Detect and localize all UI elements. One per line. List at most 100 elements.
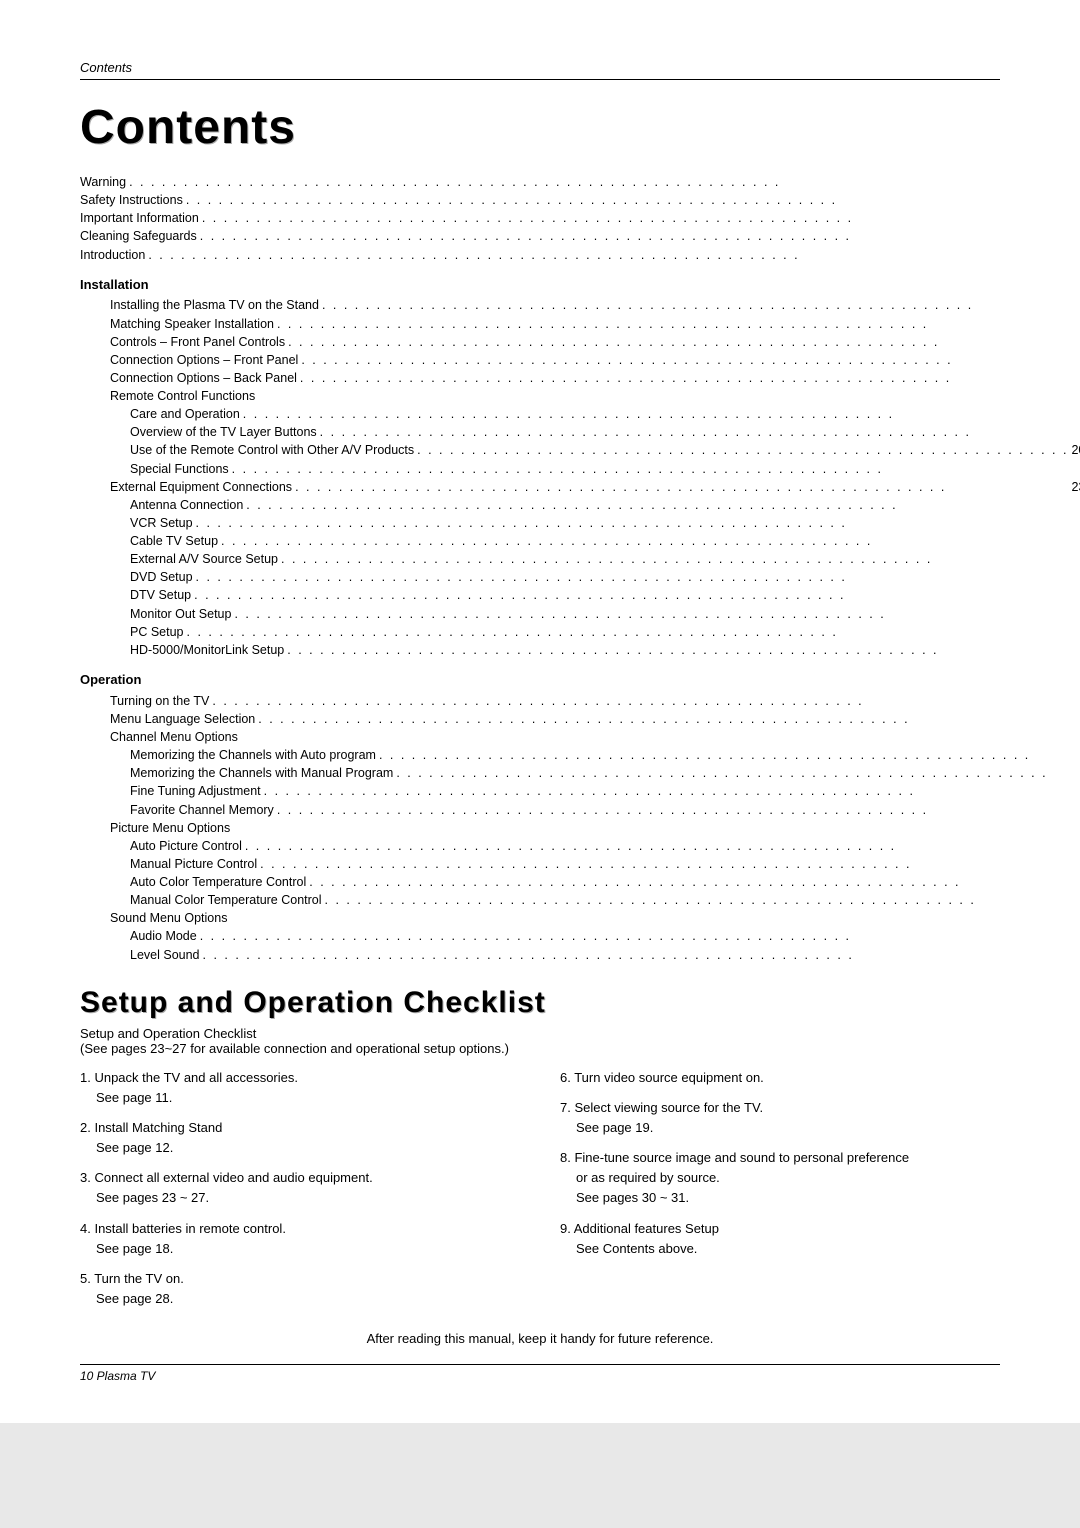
toc-entry: Auto Picture Control . . . . . . . . . .…: [80, 837, 1080, 855]
toc-entry-dots: . . . . . . . . . . . . . . . . . . . . …: [322, 296, 1080, 314]
toc-entry-dots: . . . . . . . . . . . . . . . . . . . . …: [186, 191, 1080, 209]
toc-entry: Menu Language Selection . . . . . . . . …: [80, 710, 1080, 728]
setup-subtitle: Setup and Operation Checklist (See pages…: [80, 1026, 1000, 1056]
checklist-item: 2. Install Matching StandSee page 12.: [80, 1118, 520, 1158]
toc-entry-label: Cable TV Setup: [130, 532, 218, 550]
toc-entry-dots: . . . . . . . . . . . . . . . . . . . . …: [396, 764, 1080, 782]
checklist-item-main: 6. Turn video source equipment on.: [560, 1070, 764, 1085]
toc-entry-dots: . . . . . . . . . . . . . . . . . . . . …: [309, 873, 1080, 891]
checklist-item-main: 7. Select viewing source for the TV.: [560, 1100, 763, 1115]
toc-entry-dots: . . . . . . . . . . . . . . . . . . . . …: [301, 351, 1080, 369]
toc-entry-dots: . . . . . . . . . . . . . . . . . . . . …: [200, 227, 1080, 245]
footer-page-number: 10 Plasma TV: [80, 1364, 1000, 1383]
toc-entry-label: PC Setup: [130, 623, 184, 641]
toc-entry-dots: . . . . . . . . . . . . . . . . . . . . …: [260, 855, 1080, 873]
toc-entry-label: Overview of the TV Layer Buttons: [130, 423, 317, 441]
toc-entry-label: Safety Instructions: [80, 191, 183, 209]
toc-entry-dots: . . . . . . . . . . . . . . . . . . . . …: [288, 333, 1080, 351]
toc-entry-label: External A/V Source Setup: [130, 550, 278, 568]
toc-entry-dots: . . . . . . . . . . . . . . . . . . . . …: [221, 532, 1080, 550]
toc-entry: HD-5000/MonitorLink Setup . . . . . . . …: [80, 641, 1080, 659]
toc-entry-label: Special Functions: [130, 460, 229, 478]
toc-entry-label: Favorite Channel Memory: [130, 801, 274, 819]
toc-entry-dots: . . . . . . . . . . . . . . . . . . . . …: [277, 801, 1080, 819]
toc-entry: Important Information . . . . . . . . . …: [80, 209, 1080, 227]
checklist-item-sub: See page 11.: [80, 1088, 520, 1108]
toc-entry-label: Connection Options – Back Panel: [110, 369, 297, 387]
toc-entry: Manual Picture Control . . . . . . . . .…: [80, 855, 1080, 873]
toc-entry-label: Matching Speaker Installation: [110, 315, 274, 333]
toc-entry: Manual Color Temperature Control . . . .…: [80, 891, 1080, 909]
toc-entry: Audio Mode . . . . . . . . . . . . . . .…: [80, 927, 1080, 945]
toc-entry-dots: . . . . . . . . . . . . . . . . . . . . …: [245, 837, 1080, 855]
toc-entry-label: DTV Setup: [130, 586, 191, 604]
toc-entry-dots: . . . . . . . . . . . . . . . . . . . . …: [200, 927, 1080, 945]
checklist-item-sub: See Contents above.: [560, 1239, 1000, 1259]
toc-entry-dots: . . . . . . . . . . . . . . . . . . . . …: [379, 746, 1080, 764]
checklist-item-main: 1. Unpack the TV and all accessories.: [80, 1070, 298, 1085]
toc-entry-label: Introduction: [80, 246, 145, 264]
toc-entry: Fine Tuning Adjustment . . . . . . . . .…: [80, 782, 1080, 800]
toc-entry-label: Connection Options – Front Panel: [110, 351, 298, 369]
toc-entry-dots: . . . . . . . . . . . . . . . . . . . . …: [234, 605, 1080, 623]
toc-entry-label: Audio Mode: [130, 927, 197, 945]
toc-entry-label: External Equipment Connections: [110, 478, 292, 496]
toc-entry-dots: . . . . . . . . . . . . . . . . . . . . …: [243, 405, 1080, 423]
checklist-columns: 1. Unpack the TV and all accessories. See…: [80, 1068, 1000, 1319]
toc-entry-dots: . . . . . . . . . . . . . . . . . . . . …: [196, 568, 1080, 586]
setup-title: Setup and Operation Checklist: [80, 986, 1000, 1020]
toc-entry: Favorite Channel Memory . . . . . . . . …: [80, 801, 1080, 819]
toc-entry: Connection Options – Back Panel . . . . …: [80, 369, 1080, 387]
checklist-item: 3. Connect all external video and audio …: [80, 1168, 520, 1208]
toc-entry: Memorizing the Channels with Auto progra…: [80, 746, 1080, 764]
toc-entry: Use of the Remote Control with Other A/V…: [80, 441, 1080, 459]
toc-entry: Connection Options – Front Panel . . . .…: [80, 351, 1080, 369]
toc-entry-label: Memorizing the Channels with Auto progra…: [130, 746, 376, 764]
checklist-item-main: 3. Connect all external video and audio …: [80, 1170, 373, 1185]
toc-columns: Warning . . . . . . . . . . . . . . . . …: [80, 173, 1000, 964]
toc-entry-dots: . . . . . . . . . . . . . . . . . . . . …: [129, 173, 1080, 191]
checklist-item: 8. Fine-tune source image and sound to p…: [560, 1148, 1000, 1208]
toc-entry-label: Turning on the TV: [110, 692, 209, 710]
toc-entry: Antenna Connection . . . . . . . . . . .…: [80, 496, 1080, 514]
toc-entry-dots: . . . . . . . . . . . . . . . . . . . . …: [203, 946, 1080, 964]
toc-entry-label: Sound Menu Options: [110, 909, 227, 927]
toc-entry-label: Menu Language Selection: [110, 710, 255, 728]
checklist-item: 7. Select viewing source for the TV.See …: [560, 1098, 1000, 1138]
checklist-item-main: 9. Additional features Setup: [560, 1221, 719, 1236]
toc-entry-label: HD-5000/MonitorLink Setup: [130, 641, 284, 659]
toc-entry: Controls – Front Panel Controls . . . . …: [80, 333, 1080, 351]
toc-entry: Safety Instructions . . . . . . . . . . …: [80, 191, 1080, 209]
toc-entry: Warning . . . . . . . . . . . . . . . . …: [80, 173, 1080, 191]
toc-entry-dots: . . . . . . . . . . . . . . . . . . . . …: [281, 550, 1080, 568]
toc-entry-label: Level Sound: [130, 946, 200, 964]
checklist-item: 1. Unpack the TV and all accessories. See…: [80, 1068, 520, 1108]
toc-entry: Special Functions . . . . . . . . . . . …: [80, 460, 1080, 478]
toc-entry-dots: . . . . . . . . . . . . . . . . . . . . …: [264, 782, 1080, 800]
toc-entry-label: Auto Color Temperature Control: [130, 873, 306, 891]
toc-entry-dots: . . . . . . . . . . . . . . . . . . . . …: [196, 514, 1080, 532]
toc-entry-dots: . . . . . . . . . . . . . . . . . . . . …: [202, 209, 1080, 227]
toc-entry-dots: . . . . . . . . . . . . . . . . . . . . …: [246, 496, 1080, 514]
toc-entry-label: Picture Menu Options: [110, 819, 230, 837]
toc-entry-label: Fine Tuning Adjustment: [130, 782, 261, 800]
toc-entry-label: VCR Setup: [130, 514, 193, 532]
toc-entry: Monitor Out Setup . . . . . . . . . . . …: [80, 605, 1080, 623]
toc-entry: Remote Control Functions: [80, 387, 1080, 405]
toc-entry-dots: . . . . . . . . . . . . . . . . . . . . …: [295, 478, 1068, 496]
toc-entry-label: Channel Menu Options: [110, 728, 238, 746]
toc-entry: PC Setup . . . . . . . . . . . . . . . .…: [80, 623, 1080, 641]
toc-entry-dots: . . . . . . . . . . . . . . . . . . . . …: [417, 441, 1068, 459]
checklist-item: 5. Turn the TV on.See page 28.: [80, 1269, 520, 1309]
toc-entry-dots: . . . . . . . . . . . . . . . . . . . . …: [232, 460, 1080, 478]
toc-entry-label: Manual Picture Control: [130, 855, 257, 873]
toc-entry-label: Important Information: [80, 209, 199, 227]
toc-entry-dots: . . . . . . . . . . . . . . . . . . . . …: [277, 315, 1080, 333]
toc-entry: Turning on the TV . . . . . . . . . . . …: [80, 692, 1080, 710]
toc-entry-page: 20~21: [1071, 441, 1080, 459]
checklist-item-sub: See pages 23 ~ 27.: [80, 1188, 520, 1208]
toc-entry-dots: . . . . . . . . . . . . . . . . . . . . …: [300, 369, 1080, 387]
checklist-item: 6. Turn video source equipment on.: [560, 1068, 1000, 1088]
footer-note: After reading this manual, keep it handy…: [80, 1331, 1000, 1346]
toc-entry: Auto Color Temperature Control . . . . .…: [80, 873, 1080, 891]
